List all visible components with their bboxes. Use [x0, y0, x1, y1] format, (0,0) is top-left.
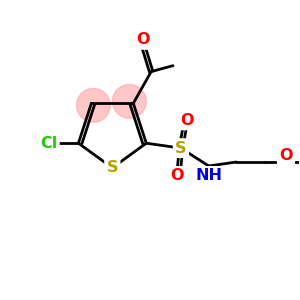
Circle shape: [76, 88, 110, 122]
Text: Cl: Cl: [40, 136, 57, 151]
Text: S: S: [106, 160, 118, 175]
Text: S: S: [175, 141, 187, 156]
Text: O: O: [180, 113, 194, 128]
Text: O: O: [170, 168, 184, 183]
Text: O: O: [279, 148, 293, 163]
Circle shape: [112, 85, 146, 118]
Text: NH: NH: [195, 168, 222, 183]
Text: O: O: [136, 32, 150, 47]
